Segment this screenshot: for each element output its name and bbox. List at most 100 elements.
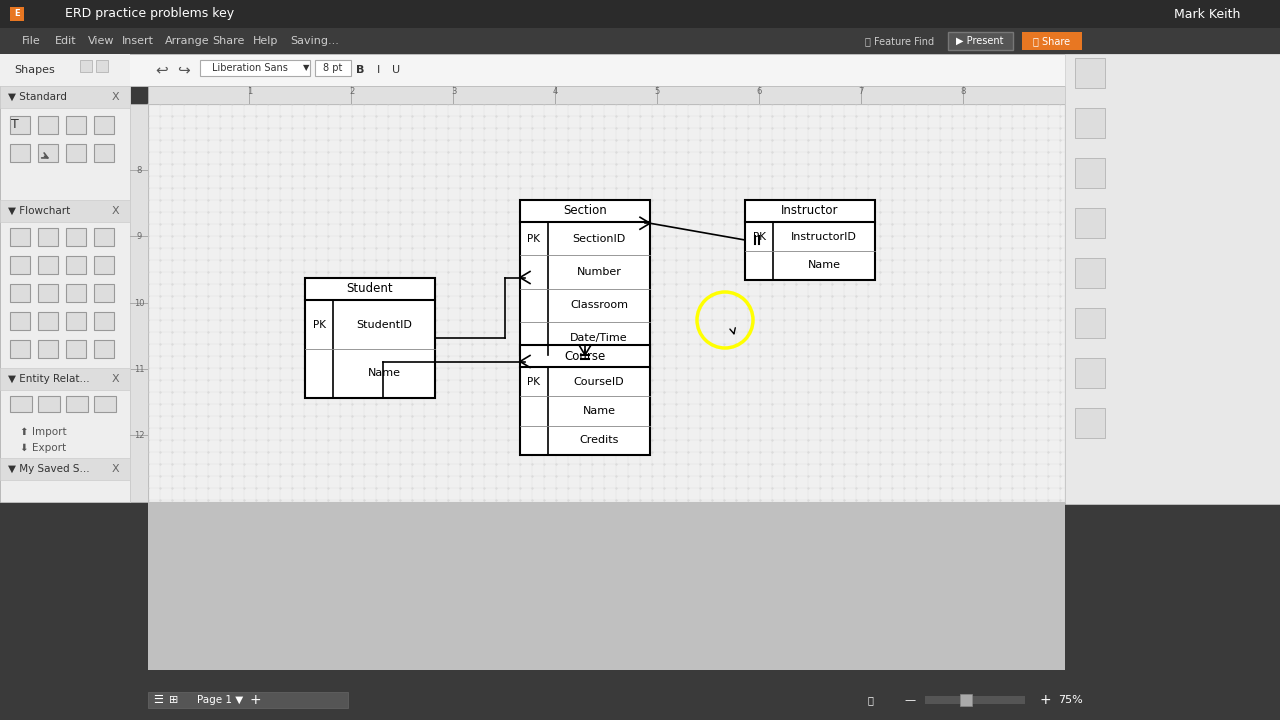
Bar — [10, 144, 29, 162]
Text: Credits: Credits — [580, 436, 618, 446]
Text: E: E — [14, 9, 19, 19]
Bar — [0, 458, 131, 480]
Bar — [0, 86, 131, 108]
Bar — [67, 228, 86, 246]
Text: PK: PK — [312, 320, 325, 330]
Text: ▼ Standard: ▼ Standard — [8, 92, 67, 102]
Text: Name: Name — [582, 406, 616, 416]
Bar — [67, 312, 86, 330]
Text: X: X — [111, 374, 119, 384]
Text: Liberation Sans: Liberation Sans — [212, 63, 288, 73]
Bar — [520, 200, 650, 355]
Text: 1: 1 — [247, 88, 252, 96]
Bar — [10, 256, 29, 274]
Bar — [1091, 54, 1280, 86]
Bar — [1075, 258, 1105, 288]
Text: PK: PK — [753, 232, 765, 241]
Text: Saving...: Saving... — [291, 36, 339, 46]
Bar — [315, 60, 351, 76]
Bar — [10, 340, 29, 358]
Bar — [1075, 358, 1105, 388]
Text: Page 1 ▼: Page 1 ▼ — [197, 695, 243, 705]
Bar — [67, 256, 86, 274]
Bar — [0, 368, 131, 390]
Text: T: T — [12, 117, 19, 130]
Text: ⬇ Export: ⬇ Export — [20, 443, 67, 453]
Text: Name: Name — [367, 369, 401, 379]
Text: PK: PK — [527, 233, 540, 243]
Text: 6: 6 — [756, 88, 762, 96]
Bar — [10, 284, 29, 302]
Text: Student: Student — [347, 282, 393, 295]
Text: ↪: ↪ — [177, 63, 189, 78]
Bar — [0, 54, 1280, 86]
Bar — [131, 302, 148, 304]
Bar — [67, 340, 86, 358]
Text: 12: 12 — [133, 431, 145, 440]
Text: Classroom: Classroom — [570, 300, 628, 310]
Text: 11: 11 — [133, 365, 145, 374]
Bar — [93, 116, 114, 134]
Text: 🔗 Share: 🔗 Share — [1033, 36, 1070, 46]
Bar — [79, 60, 92, 72]
Text: Name: Name — [808, 261, 841, 271]
Bar — [38, 116, 58, 134]
Bar — [948, 32, 1012, 50]
Text: 10: 10 — [133, 299, 145, 307]
Text: B: B — [356, 65, 365, 75]
Text: ▼ My Saved S...: ▼ My Saved S... — [8, 464, 90, 474]
Text: —: — — [905, 695, 915, 705]
Text: Section: Section — [563, 204, 607, 217]
Bar — [67, 144, 86, 162]
Bar — [67, 284, 86, 302]
Bar — [148, 692, 348, 708]
Text: X: X — [111, 464, 119, 474]
Bar — [10, 228, 29, 246]
Bar — [93, 396, 116, 412]
Text: ERD practice problems key: ERD practice problems key — [65, 7, 234, 20]
Text: 2: 2 — [349, 88, 355, 96]
Bar — [38, 396, 60, 412]
Text: 🔍 Feature Find: 🔍 Feature Find — [865, 36, 934, 46]
Text: +: + — [250, 693, 261, 707]
Bar — [67, 116, 86, 134]
Text: X: X — [111, 206, 119, 216]
Text: ⬆ Import: ⬆ Import — [20, 427, 67, 437]
Text: Insert: Insert — [122, 36, 154, 46]
Bar — [10, 312, 29, 330]
Bar — [131, 435, 148, 436]
Text: 8: 8 — [960, 88, 966, 96]
Bar — [93, 340, 114, 358]
Text: ▶ Present: ▶ Present — [956, 36, 1004, 46]
Text: 8: 8 — [136, 166, 142, 175]
Bar — [148, 86, 1065, 104]
Text: PK: PK — [527, 377, 540, 387]
Bar — [93, 228, 114, 246]
Text: ▼ Entity Relat...: ▼ Entity Relat... — [8, 374, 90, 384]
Bar — [1021, 32, 1082, 50]
Text: InstructorID: InstructorID — [791, 232, 856, 241]
Bar — [38, 340, 58, 358]
Bar — [200, 60, 310, 76]
Bar — [148, 104, 1065, 502]
Text: Mark Keith: Mark Keith — [1174, 7, 1240, 20]
Bar — [745, 200, 876, 280]
Text: CourseID: CourseID — [573, 377, 625, 387]
Bar — [38, 144, 58, 162]
Bar — [131, 369, 148, 370]
Bar — [1075, 208, 1105, 238]
Text: 75%: 75% — [1057, 695, 1083, 705]
Text: ▼ Flowchart: ▼ Flowchart — [8, 206, 70, 216]
Bar — [93, 284, 114, 302]
Bar — [1075, 308, 1105, 338]
Text: Shapes: Shapes — [14, 65, 55, 75]
Bar — [131, 104, 148, 502]
Text: U: U — [392, 65, 401, 75]
Text: View: View — [88, 36, 114, 46]
Text: ↩: ↩ — [156, 63, 169, 78]
Text: Help: Help — [253, 36, 278, 46]
Text: 7: 7 — [859, 88, 864, 96]
Text: 3: 3 — [451, 88, 457, 96]
Bar — [131, 236, 148, 237]
Bar — [93, 256, 114, 274]
